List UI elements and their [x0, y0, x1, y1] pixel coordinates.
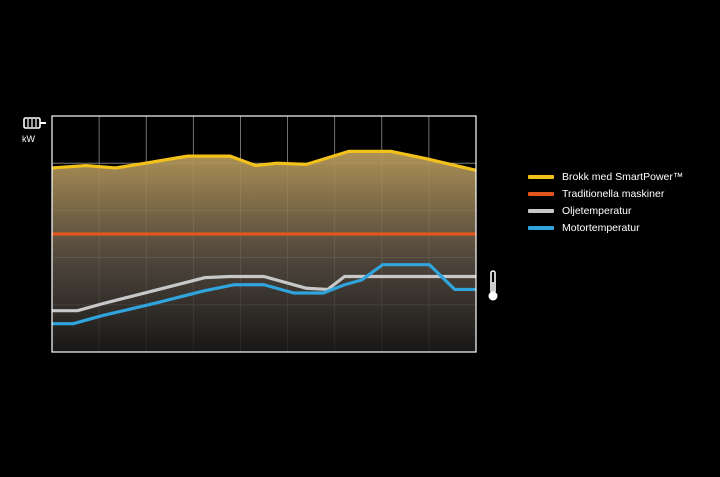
legend-label: Oljetemperatur — [562, 204, 632, 217]
series-line-smartpower — [51, 149, 477, 172]
legend-label: Motortemperatur — [562, 221, 640, 234]
series-line-oil — [52, 274, 476, 313]
power-unit-label: kW — [22, 134, 35, 144]
legend-item-smartpower: Brokk med SmartPower™ — [528, 168, 683, 185]
legend-swatch-motor — [528, 225, 554, 230]
legend-item-motor: Motortemperatur — [528, 219, 683, 236]
chart-legend: Brokk med SmartPower™ Traditionella mask… — [528, 168, 683, 236]
smartpower-area — [52, 151, 476, 352]
motor-icon — [23, 117, 46, 129]
legend-item-oil: Oljetemperatur — [528, 202, 683, 219]
legend-label: Traditionella maskiner — [562, 187, 665, 200]
legend-item-traditional: Traditionella maskiner — [528, 185, 683, 202]
legend-swatch-oil — [528, 208, 554, 213]
thermometer-icon — [488, 270, 498, 301]
series-line-motor — [52, 263, 476, 326]
legend-label: Brokk med SmartPower™ — [562, 170, 684, 183]
legend-swatch-smartpower — [528, 174, 554, 179]
chart-series — [51, 149, 477, 326]
series-area-smartpower — [52, 151, 476, 352]
plot-frame — [51, 115, 477, 353]
legend-swatch-traditional — [528, 191, 554, 196]
